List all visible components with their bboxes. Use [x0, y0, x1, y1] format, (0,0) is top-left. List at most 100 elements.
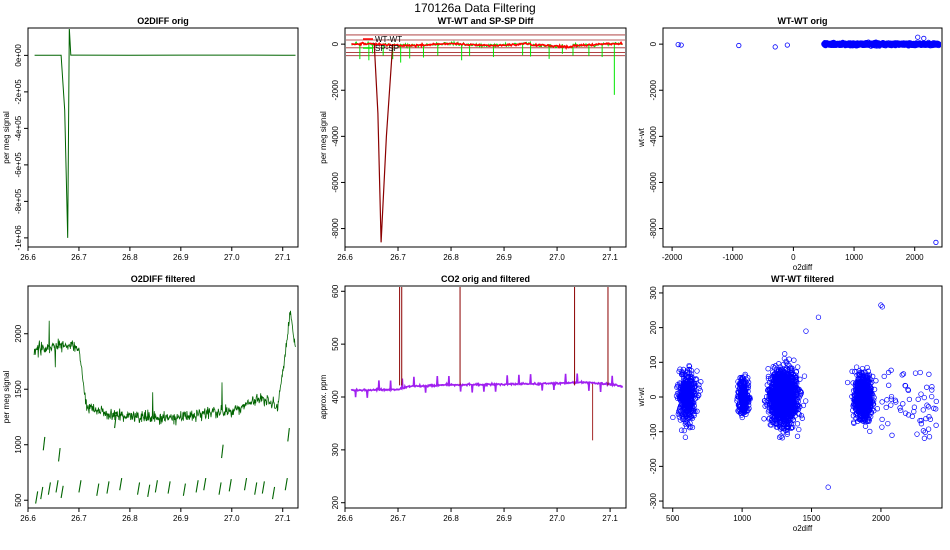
scatter-point — [781, 391, 788, 397]
scatter-point — [918, 421, 925, 427]
scatter-point — [698, 379, 704, 385]
scatter-point — [764, 382, 770, 388]
scatter-point — [920, 428, 927, 434]
x-tick-label: 26.9 — [173, 514, 189, 523]
scatter-point — [909, 413, 915, 420]
x-tick-label: -1000 — [723, 253, 744, 262]
scatter-point — [831, 41, 838, 48]
scatter-point — [874, 406, 881, 412]
scatter-point — [823, 41, 829, 47]
scatter-point — [787, 413, 793, 419]
scatter-point — [780, 385, 786, 391]
x-tick-label: 27.1 — [602, 514, 618, 523]
low-segment — [167, 481, 171, 494]
scatter-point — [694, 408, 700, 414]
scatter-point — [674, 384, 680, 390]
y-tick-label: 0e+00 — [14, 44, 23, 67]
scatter-point — [788, 402, 794, 409]
scatter-point — [677, 366, 683, 372]
scatter-point — [925, 426, 932, 432]
scatter-point — [865, 417, 871, 424]
panel-title: WT-WT filtered — [771, 274, 834, 284]
scatter-point — [684, 396, 691, 402]
scatter-outlier — [825, 484, 831, 490]
scatter-point — [735, 408, 742, 415]
scatter-point — [898, 407, 904, 414]
low-segment — [35, 491, 39, 504]
scatter-point — [934, 40, 940, 47]
scatter-point — [854, 399, 861, 405]
scatter-point — [929, 384, 935, 390]
scatter-point — [693, 383, 699, 389]
scatter-point — [738, 403, 744, 409]
scatter-point — [844, 379, 851, 386]
scatter-point — [922, 429, 928, 435]
plot-area — [350, 287, 624, 441]
scatter-point — [900, 401, 906, 407]
scatter-point — [797, 393, 803, 399]
x-tick-label: -2000 — [662, 253, 683, 262]
scatter-point — [770, 364, 776, 370]
scatter-point — [778, 433, 784, 439]
x-tick-label: 27.0 — [224, 514, 240, 523]
y-tick-label: -4000 — [649, 126, 658, 147]
y-tick-label: 200 — [331, 495, 340, 509]
wt-wt-dip — [373, 42, 394, 243]
scatter-point — [851, 397, 858, 404]
scatter-point — [682, 390, 689, 396]
scatter-point — [791, 357, 797, 363]
scatter-point — [879, 399, 885, 405]
scatter-points — [670, 302, 939, 490]
scatter-point — [923, 40, 929, 47]
scatter-point — [856, 380, 862, 386]
low-segment — [40, 486, 44, 500]
y-axis-label: per meg signal — [2, 371, 11, 424]
scatter-point — [792, 375, 799, 381]
scatter-point — [889, 432, 895, 438]
panel-title: O2DIFF orig — [137, 16, 189, 26]
y-tick-label: 200 — [649, 320, 658, 334]
scatter-point — [774, 413, 781, 419]
scatter-point — [782, 407, 788, 413]
x-tick-label: 500 — [666, 514, 680, 523]
scatter-point — [792, 377, 798, 384]
scatter-point — [784, 423, 790, 429]
scatter-point — [861, 395, 867, 401]
plot-area — [670, 302, 939, 490]
x-tick-label: 2000 — [872, 514, 890, 523]
scatter-point — [863, 385, 869, 391]
scatter-point — [782, 351, 788, 357]
y-tick-label: 100 — [649, 355, 658, 369]
scatter-point — [921, 394, 927, 401]
scatter-point — [917, 369, 923, 376]
scatter-point — [921, 435, 928, 441]
scatter-point — [905, 387, 912, 394]
scatter-point — [911, 404, 918, 410]
x-tick-label: 26.7 — [71, 253, 87, 262]
scatter-outlier — [879, 304, 885, 310]
plot-frame — [662, 285, 943, 509]
scatter-point — [765, 375, 772, 382]
low-segment — [195, 480, 199, 493]
scatter-point — [933, 398, 939, 405]
panel-o2diff-filtered: O2DIFF filtered 26.6 26.7 26.8 26.9 27.0 27.1 5… — [2, 274, 299, 523]
scatter-point — [676, 392, 682, 398]
scatter-point — [776, 434, 783, 440]
y-tick-label: -8000 — [649, 218, 658, 239]
y-tick-label: 500 — [14, 493, 23, 507]
x-tick-label: 27.1 — [602, 253, 618, 262]
y-tick-label: 0 — [331, 41, 340, 46]
scatter-point — [785, 379, 791, 385]
scatter-point — [769, 414, 775, 420]
scatter-point — [926, 414, 932, 420]
scatter-point — [738, 406, 744, 412]
co2-filtered-line — [350, 373, 624, 398]
panel-o2diff-orig: O2DIFF orig 26.6 26.7 26.8 26.9 27.0 27.1 0e+00… — [2, 16, 299, 262]
scatter-point — [885, 420, 891, 427]
o2diff-filtered-line — [33, 310, 296, 426]
y-tick-label: 2000 — [14, 324, 23, 342]
panel-title: WT-WT orig — [778, 16, 828, 26]
y-tick-label: -1e+06 — [14, 225, 23, 251]
scatter-point — [778, 400, 784, 406]
